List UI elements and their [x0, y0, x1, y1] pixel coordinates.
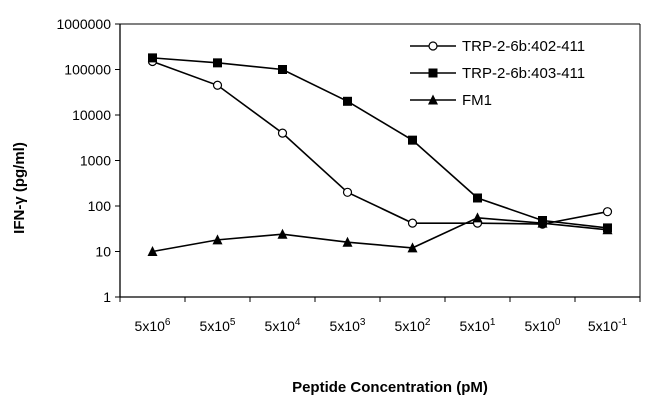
data-point — [472, 212, 483, 223]
data-point — [342, 187, 353, 197]
x-tick-label: 5x103 — [330, 317, 366, 334]
data-point — [408, 135, 417, 145]
y-axis-ticks: 1 10 100 1000 10000 100000 1000000 — [56, 16, 120, 305]
legend-label: TRP-2-6b:403-411 — [462, 65, 585, 82]
data-point — [537, 217, 548, 228]
series-3 — [147, 212, 613, 256]
y-tick-label: 1000000 — [56, 16, 111, 32]
legend-item: FM1 — [410, 92, 492, 109]
x-tick-label: 5x10-1 — [588, 317, 628, 334]
series-line — [152, 60, 608, 225]
data-point — [473, 193, 482, 203]
data-point — [148, 53, 157, 63]
legend-marker — [428, 41, 438, 51]
data-point — [212, 234, 223, 245]
x-tick-label: 5x101 — [460, 317, 496, 334]
series-line — [152, 216, 608, 253]
series-line — [152, 57, 608, 229]
x-axis-ticks: 5x106 5x105 5x104 5x103 5x102 5x101 5x100 5x10-… — [119, 297, 641, 334]
x-tick-label: 5x102 — [395, 317, 431, 334]
data-point — [602, 207, 613, 217]
y-tick-label: 10000 — [72, 107, 111, 123]
data-point — [602, 224, 613, 235]
data-point — [278, 65, 287, 74]
y-tick-label: 100 — [88, 198, 112, 214]
y-axis-title: IFN-γ (pg/ml) — [11, 142, 28, 234]
y-tick-label: 10 — [95, 244, 111, 260]
legend-marker — [428, 68, 438, 78]
legend-label: TRP-2-6b:402-411 — [462, 38, 585, 55]
y-tick-label: 100000 — [64, 62, 111, 78]
data-point — [277, 228, 288, 239]
x-tick-label: 5x104 — [265, 317, 301, 334]
legend-label: FM1 — [462, 92, 492, 109]
data-point — [407, 242, 418, 253]
x-tick-label: 5x105 — [200, 317, 236, 334]
data-point — [342, 236, 353, 247]
series-1 — [147, 56, 613, 229]
legend-item: TRP-2-6b:402-411 — [410, 38, 585, 55]
data-point — [213, 58, 222, 68]
x-tick-label: 5x100 — [525, 317, 561, 334]
series-layer — [147, 53, 613, 256]
data-point — [147, 246, 158, 256]
x-tick-label: 5x106 — [135, 317, 171, 334]
data-point — [277, 128, 288, 138]
legend: TRP-2-6b:402-411 TRP-2-6b:403-411 FM1 — [410, 38, 585, 109]
legend-item: TRP-2-6b:403-411 — [410, 65, 585, 82]
x-axis-title: Peptide Concentration (pM) — [292, 379, 488, 396]
data-point — [343, 96, 352, 106]
data-point — [407, 218, 418, 228]
y-tick-label: 1 — [103, 289, 111, 305]
data-point — [212, 80, 223, 90]
y-tick-label: 1000 — [80, 153, 111, 169]
legend-marker — [428, 94, 438, 105]
